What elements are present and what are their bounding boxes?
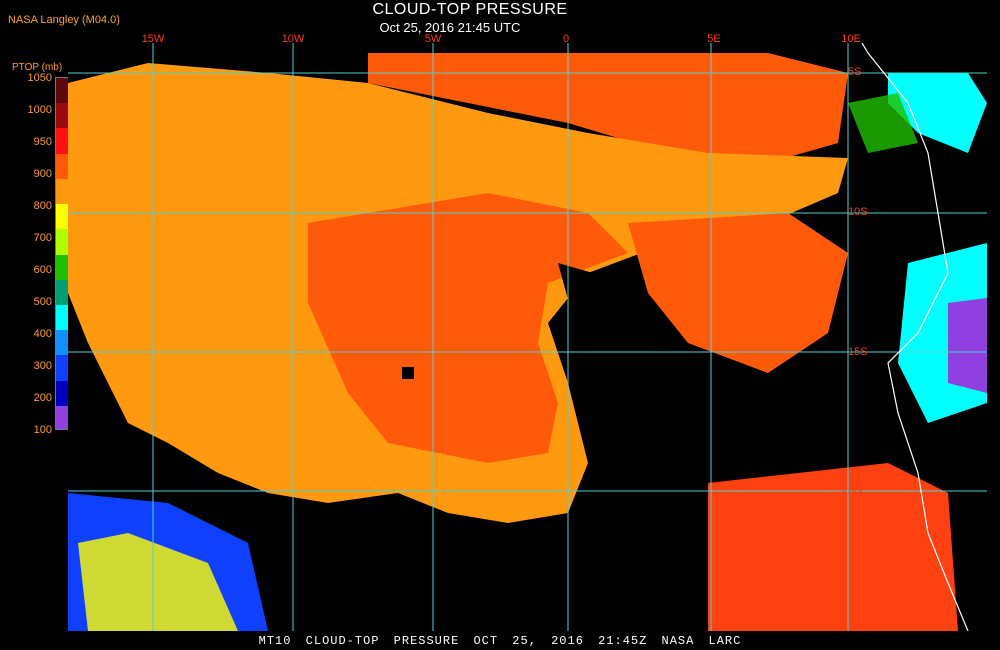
colorbar-segment	[56, 405, 71, 429]
lon-label-0: 0	[562, 33, 570, 45]
cloud-top-pressure-map	[68, 43, 987, 631]
lon-label-15w: 15W	[141, 33, 165, 45]
cloud-region-orange-central	[308, 193, 628, 463]
high-cloud-purple-east	[948, 298, 987, 393]
colorbar-tick-label: 100	[33, 424, 52, 436]
colorbar-tick-label: 950	[33, 136, 52, 148]
colorbar-segment	[56, 380, 71, 407]
high-cloud-region-northeast	[888, 73, 987, 153]
lon-label-5e: 5E	[707, 33, 721, 45]
colorbar-tick-label: 200	[33, 392, 52, 404]
colorbar-segment	[56, 153, 71, 180]
high-cloud-yellow-southwest	[78, 533, 238, 631]
colorbar-tick-label: 900	[33, 168, 52, 180]
colorbar-tick-label: 600	[33, 264, 52, 276]
colorbar-tick-label: 1000	[27, 104, 52, 116]
lon-label-10e: 10E	[841, 33, 861, 45]
colorbar-segment	[56, 279, 71, 306]
colorbar-segment	[56, 178, 71, 205]
colorbar-segment	[56, 229, 71, 255]
colorbar-tick-label: 300	[33, 360, 52, 372]
clear-region-central	[558, 263, 708, 493]
lat-label-20s: 20S	[842, 484, 862, 496]
colorbar-segment	[56, 355, 71, 382]
lon-label-5w: 5W	[424, 33, 442, 45]
colorbar-segment	[56, 78, 71, 104]
lat-label-5s: 5S	[848, 66, 862, 78]
missing-data-square	[402, 367, 414, 379]
colorbar-segment	[56, 103, 71, 129]
cloud-region-orange-north	[368, 53, 848, 163]
map-title: CLOUD-TOP PRESSURE	[372, 1, 568, 18]
footer-caption: MT10 CLOUD-TOP PRESSURE OCT 25, 2016 21:…	[258, 634, 742, 648]
colorbar-segment	[56, 204, 71, 230]
colorbar-tick-label: 1050	[27, 72, 52, 84]
colorbar-segment	[56, 128, 71, 155]
cloud-region-orange-east	[628, 213, 848, 373]
cloud-region-redorange-south	[708, 463, 958, 631]
map-timestamp: Oct 25, 2016 21:45 UTC	[379, 20, 521, 35]
colorbar-segment	[56, 254, 71, 281]
colorbar-tick-label: 700	[33, 232, 52, 244]
colorbar-segment	[56, 304, 71, 331]
colorbar-tick-label: 500	[33, 296, 52, 308]
graticule	[68, 43, 987, 631]
colorbar-tick-labels: 1050 1000 950 900 800 700 600 500 400 300 200 100	[8, 70, 52, 440]
colorbar-title: PTOP (mb)	[12, 62, 63, 73]
colorbar-tick-label: 800	[33, 200, 52, 212]
high-cloud-green-northeast	[848, 93, 918, 153]
lon-label-10w: 10W	[281, 33, 305, 45]
coastline	[861, 43, 969, 631]
colorbar-tick-label: 400	[33, 328, 52, 340]
source-label: NASA Langley (M04.0)	[8, 14, 120, 26]
lat-label-15s: 15S	[848, 346, 868, 358]
lat-label-10s: 10S	[848, 206, 868, 218]
colorbar	[55, 77, 72, 430]
colorbar-segment	[56, 330, 71, 356]
